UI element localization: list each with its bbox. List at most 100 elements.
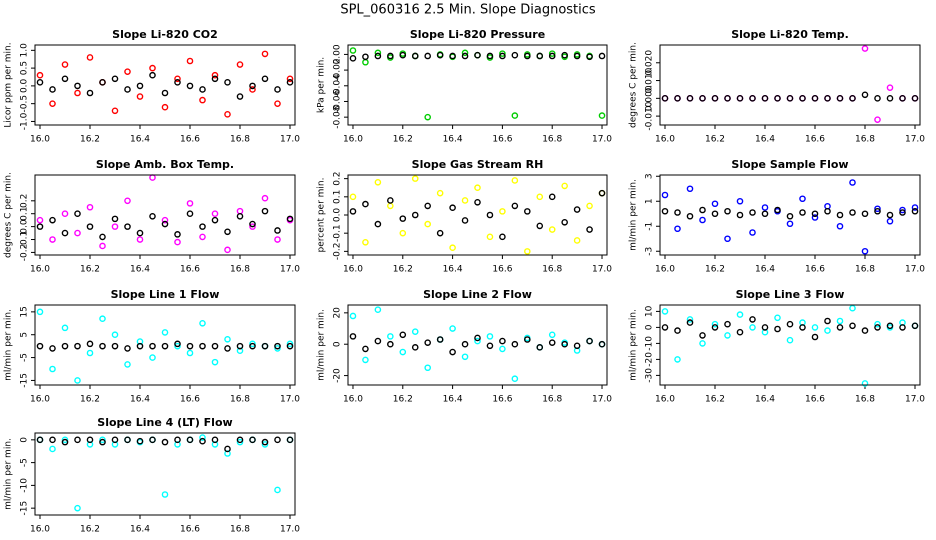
point bbox=[199, 319, 206, 327]
point bbox=[661, 207, 669, 215]
point bbox=[374, 49, 382, 57]
point bbox=[124, 436, 131, 444]
point bbox=[161, 216, 169, 224]
point bbox=[911, 95, 919, 102]
point bbox=[561, 218, 568, 226]
point bbox=[49, 216, 56, 224]
point bbox=[861, 91, 869, 99]
point bbox=[211, 71, 219, 79]
point bbox=[374, 306, 382, 314]
point bbox=[161, 103, 169, 111]
point bbox=[736, 328, 744, 336]
point bbox=[711, 324, 719, 331]
x-tick-label: 16.6 bbox=[180, 135, 200, 145]
point bbox=[211, 436, 219, 444]
point bbox=[824, 95, 831, 102]
point bbox=[661, 308, 669, 315]
point bbox=[699, 216, 706, 224]
point bbox=[461, 353, 469, 361]
y-axis-label: Licor ppm per min. bbox=[4, 42, 14, 127]
point bbox=[349, 208, 357, 215]
point bbox=[524, 52, 531, 60]
point bbox=[349, 55, 357, 62]
point bbox=[799, 209, 806, 216]
plot-frame bbox=[34, 44, 296, 126]
x-tick-label: 16.0 bbox=[655, 135, 675, 145]
y-tick-label: 1.0 bbox=[20, 43, 30, 58]
point bbox=[849, 95, 856, 102]
y-tick-label: -10 bbox=[20, 478, 30, 493]
point bbox=[811, 324, 819, 331]
point bbox=[424, 202, 431, 210]
point bbox=[674, 225, 681, 233]
point bbox=[861, 380, 869, 387]
x-tick-label: 16.4 bbox=[443, 395, 463, 405]
plot-frame bbox=[347, 304, 608, 386]
point bbox=[111, 436, 119, 444]
point bbox=[886, 84, 894, 91]
point bbox=[699, 340, 706, 347]
point bbox=[499, 345, 506, 353]
plot-frame bbox=[347, 174, 608, 256]
y-axis-label: percent per min. bbox=[317, 178, 327, 253]
point bbox=[49, 100, 56, 107]
x-tick-label: 17.0 bbox=[280, 135, 300, 145]
point bbox=[74, 342, 81, 350]
x-tick-label: 16.4 bbox=[443, 135, 463, 145]
point bbox=[749, 316, 756, 323]
point bbox=[74, 504, 81, 512]
point bbox=[286, 342, 294, 350]
point bbox=[836, 324, 844, 331]
point bbox=[249, 82, 256, 90]
y-tick-label: -0.2 bbox=[333, 243, 343, 261]
y-tick-label: 0.020 bbox=[645, 50, 655, 76]
point bbox=[774, 325, 781, 333]
point bbox=[111, 75, 119, 83]
point bbox=[724, 207, 731, 215]
point bbox=[886, 217, 894, 225]
point bbox=[899, 95, 906, 102]
point bbox=[474, 198, 481, 206]
y-tick-label: 1 bbox=[645, 198, 655, 204]
point bbox=[474, 337, 481, 345]
point bbox=[824, 317, 831, 325]
point bbox=[411, 328, 419, 335]
point bbox=[686, 319, 694, 326]
point bbox=[211, 75, 219, 83]
panel-title: Slope Li-820 Temp. bbox=[731, 28, 849, 41]
point bbox=[387, 52, 394, 60]
y-axis-label: degrees C per min. bbox=[4, 172, 14, 258]
point bbox=[199, 96, 206, 104]
point bbox=[836, 317, 844, 325]
y-tick-label: -0.08 bbox=[333, 105, 343, 129]
x-tick-label: 16.2 bbox=[80, 265, 100, 275]
point bbox=[86, 89, 94, 97]
point bbox=[61, 436, 69, 444]
point bbox=[686, 316, 694, 323]
point bbox=[449, 325, 456, 332]
x-tick-label: 16.8 bbox=[855, 265, 875, 275]
point bbox=[36, 436, 44, 444]
point bbox=[261, 207, 269, 215]
point bbox=[86, 349, 94, 357]
point bbox=[511, 202, 519, 210]
point bbox=[174, 238, 181, 246]
point bbox=[249, 436, 256, 444]
point bbox=[186, 349, 194, 357]
point bbox=[811, 95, 819, 102]
point bbox=[874, 116, 881, 123]
point bbox=[499, 337, 506, 345]
y-tick-label: -3 bbox=[645, 247, 655, 256]
point bbox=[274, 227, 281, 234]
x-tick-label: 16.4 bbox=[130, 265, 150, 275]
point bbox=[874, 95, 881, 102]
point bbox=[61, 342, 69, 350]
point bbox=[261, 50, 269, 58]
x-tick-label: 17.0 bbox=[905, 395, 925, 405]
point bbox=[736, 197, 744, 205]
point bbox=[236, 212, 244, 220]
y-axis-label: ml/min per min. bbox=[629, 309, 639, 381]
point bbox=[49, 365, 56, 373]
point bbox=[886, 322, 894, 330]
point bbox=[261, 194, 269, 202]
